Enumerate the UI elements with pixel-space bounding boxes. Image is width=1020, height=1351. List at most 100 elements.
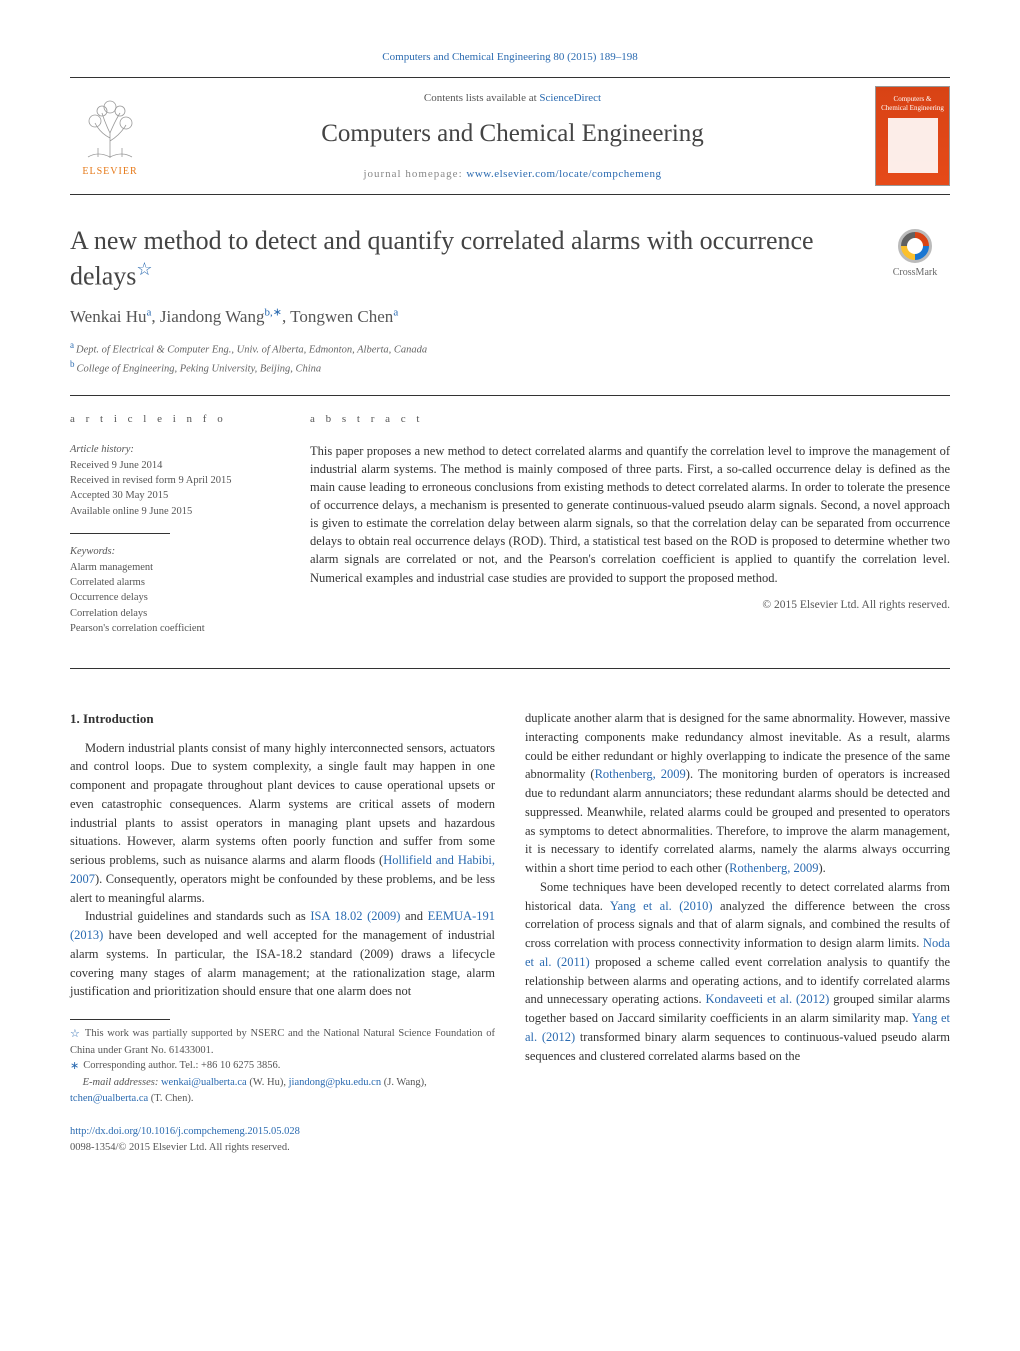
page-root: Computers and Chemical Engineering 80 (2… <box>0 0 1020 1196</box>
para-2: Industrial guidelines and standards such… <box>70 907 495 1001</box>
journal-reference: Computers and Chemical Engineering 80 (2… <box>70 50 950 65</box>
p2-a: Industrial guidelines and standards such… <box>85 909 310 923</box>
aff-text-b: College of Engineering, Peking Universit… <box>77 364 322 375</box>
para-4: Some techniques have been developed rece… <box>525 878 950 1066</box>
fn-funding-text: This work was partially supported by NSE… <box>70 1028 495 1056</box>
homepage-prefix: journal homepage: <box>363 168 466 180</box>
issn-copyright: 0098-1354/© 2015 Elsevier Ltd. All right… <box>70 1142 290 1153</box>
keywords-label: Keywords: <box>70 544 280 559</box>
crossmark-label: CrossMark <box>893 266 937 280</box>
history-1: Received in revised form 9 April 2015 <box>70 473 280 488</box>
email-3[interactable]: tchen@ualberta.ca <box>70 1093 148 1104</box>
aff-text-a: Dept. of Electrical & Computer Eng., Uni… <box>76 344 427 355</box>
abstract-heading: a b s t r a c t <box>310 412 950 427</box>
doi-link[interactable]: http://dx.doi.org/10.1016/j.compchemeng.… <box>70 1126 300 1137</box>
p4-e: transformed binary alarm sequences to co… <box>525 1030 950 1063</box>
kw-0: Alarm management <box>70 560 280 575</box>
p3-b: ). The monitoring burden of operators is… <box>525 767 950 875</box>
email-3-who: (T. Chen). <box>148 1093 193 1104</box>
homepage-line: journal homepage: www.elsevier.com/locat… <box>160 167 865 182</box>
history-2: Accepted 30 May 2015 <box>70 488 280 503</box>
info-abstract-row: a r t i c l e i n f o Article history: R… <box>70 396 950 668</box>
publisher-name: ELSEVIER <box>82 165 137 179</box>
aff-label-a: a <box>70 340 74 350</box>
para-1: Modern industrial plants consist of many… <box>70 739 495 908</box>
contents-prefix: Contents lists available at <box>424 92 539 104</box>
journal-cover-thumb: Computers & Chemical Engineering <box>875 86 950 186</box>
email-2[interactable]: jiandong@pku.edu.cn <box>289 1077 382 1088</box>
author-1: Wenkai Hu <box>70 307 147 326</box>
footnote-funding: ☆This work was partially supported by NS… <box>70 1026 495 1058</box>
bottom-meta: http://dx.doi.org/10.1016/j.compchemeng.… <box>70 1124 950 1156</box>
history-block: Article history: Received 9 June 2014 Re… <box>70 442 280 519</box>
authors-line: Wenkai Hua, Jiandong Wangb,∗, Tongwen Ch… <box>70 305 950 329</box>
article-info-col: a r t i c l e i n f o Article history: R… <box>70 412 280 650</box>
fn-corr-marker: ∗ <box>70 1060 79 1072</box>
para-3: duplicate another alarm that is designed… <box>525 709 950 878</box>
crossmark-icon <box>898 229 932 263</box>
history-3: Available online 9 June 2015 <box>70 504 280 519</box>
divider-bottom <box>70 668 950 669</box>
email-2-who: (J. Wang), <box>381 1077 427 1088</box>
email-label: E-mail addresses: <box>83 1077 159 1088</box>
footnote-separator <box>70 1019 170 1020</box>
elsevier-tree-icon <box>80 93 140 163</box>
cite-yang-2010[interactable]: Yang et al. (2010) <box>610 899 713 913</box>
fn-funding-marker: ☆ <box>70 1028 81 1040</box>
affiliation-b: bCollege of Engineering, Peking Universi… <box>70 358 950 377</box>
kw-4: Pearson's correlation coefficient <box>70 621 280 636</box>
info-divider <box>70 533 170 534</box>
aff-label-b: b <box>70 359 75 369</box>
homepage-link[interactable]: www.elsevier.com/locate/compchemeng <box>466 168 661 180</box>
p1-b: ). Consequently, operators might be conf… <box>70 872 495 905</box>
abstract-col: a b s t r a c t This paper proposes a ne… <box>310 412 950 650</box>
article-title-text: A new method to detect and quantify corr… <box>70 226 814 290</box>
history-label: Article history: <box>70 442 280 457</box>
author-2-aff: b,∗ <box>264 306 281 318</box>
affiliations: aDept. of Electrical & Computer Eng., Un… <box>70 339 950 378</box>
cite-isa[interactable]: ISA 18.02 (2009) <box>310 909 400 923</box>
section-1-heading: 1. Introduction <box>70 709 495 729</box>
p3-c: ). <box>818 861 825 875</box>
kw-3: Correlation delays <box>70 606 280 621</box>
p2-c: have been developed and well accepted fo… <box>70 928 495 998</box>
banner-right: Computers & Chemical Engineering <box>865 86 950 186</box>
history-0: Received 9 June 2014 <box>70 458 280 473</box>
title-footnote-marker: ☆ <box>136 259 152 279</box>
author-2: Jiandong Wang <box>160 307 265 326</box>
journal-title: Computers and Chemical Engineering <box>160 116 865 151</box>
crossmark-badge[interactable]: CrossMark <box>880 229 950 280</box>
p1-a: Modern industrial plants consist of many… <box>70 741 495 868</box>
sciencedirect-link[interactable]: ScienceDirect <box>539 92 601 104</box>
contents-available-line: Contents lists available at ScienceDirec… <box>160 91 865 106</box>
abstract-text: This paper proposes a new method to dete… <box>310 442 950 587</box>
kw-1: Correlated alarms <box>70 575 280 590</box>
cover-title: Computers & Chemical Engineering <box>876 95 949 112</box>
keywords-block: Keywords: Alarm management Correlated al… <box>70 544 280 636</box>
email-1-who: (W. Hu), <box>247 1077 289 1088</box>
publisher-block: ELSEVIER <box>70 93 160 179</box>
cite-kondaveeti[interactable]: Kondaveeti et al. (2012) <box>705 992 829 1006</box>
title-block: A new method to detect and quantify corr… <box>70 225 950 293</box>
affiliation-a: aDept. of Electrical & Computer Eng., Un… <box>70 339 950 358</box>
author-3-aff: a <box>393 306 398 318</box>
cite-rothenberg-2[interactable]: Rothenberg, 2009 <box>729 861 818 875</box>
article-title: A new method to detect and quantify corr… <box>70 225 860 293</box>
body-two-columns: 1. Introduction Modern industrial plants… <box>70 709 950 1106</box>
email-1[interactable]: wenkai@ualberta.ca <box>161 1077 247 1088</box>
footnote-emails: E-mail addresses: wenkai@ualberta.ca (W.… <box>70 1075 495 1107</box>
footnote-corresponding: ∗Corresponding author. Tel.: +86 10 6275… <box>70 1058 495 1075</box>
banner-center: Contents lists available at ScienceDirec… <box>160 91 865 183</box>
column-1-content: 1. Introduction Modern industrial plants… <box>70 709 495 1106</box>
article-info-heading: a r t i c l e i n f o <box>70 412 280 427</box>
cite-rothenberg-1[interactable]: Rothenberg, 2009 <box>595 767 686 781</box>
author-3: Tongwen Chen <box>290 307 393 326</box>
p2-b: and <box>400 909 427 923</box>
journal-ref-link[interactable]: Computers and Chemical Engineering 80 (2… <box>382 51 637 63</box>
kw-2: Occurrence delays <box>70 590 280 605</box>
footnotes: ☆This work was partially supported by NS… <box>70 1026 495 1106</box>
journal-banner: ELSEVIER Contents lists available at Sci… <box>70 77 950 195</box>
cover-inner-graphic <box>888 118 938 173</box>
author-1-aff: a <box>147 306 152 318</box>
abstract-copyright: © 2015 Elsevier Ltd. All rights reserved… <box>310 597 950 613</box>
